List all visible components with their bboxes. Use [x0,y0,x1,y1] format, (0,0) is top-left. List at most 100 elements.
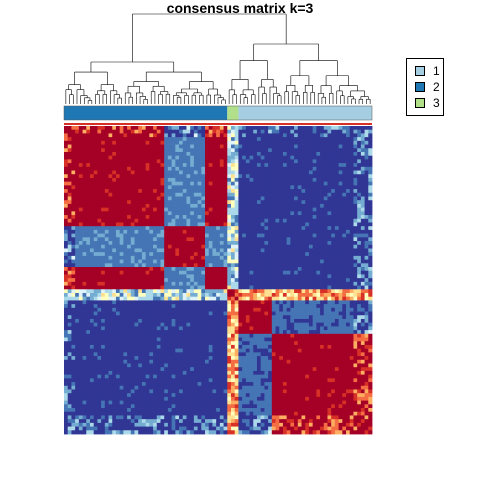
heatmap-cell [312,300,317,305]
heatmap-cell [234,322,239,327]
heatmap-cell [141,129,147,134]
heatmap-cell [256,311,262,316]
heatmap-cell [305,126,310,131]
heatmap-cell [160,196,165,201]
heatmap-cell [193,326,198,331]
heatmap-cell [290,278,295,283]
heatmap-cell [286,241,291,246]
heatmap-cell [64,196,69,201]
heatmap-cell [127,292,132,298]
heatmap-cell [97,304,102,309]
heatmap-cell [219,285,224,290]
heatmap-cell [64,281,69,286]
heatmap-cell [297,322,302,327]
heatmap-cell [297,326,302,331]
heatmap-cell [323,218,328,223]
heatmap-cell [334,163,339,168]
heatmap-cell [160,200,165,205]
heatmap-cell [301,185,306,190]
heatmap-cell [141,289,147,294]
heatmap-cell [353,307,358,312]
heatmap-cell [294,326,299,331]
heatmap-cell [182,274,187,279]
heatmap-cell [71,289,76,294]
heatmap-cell [275,296,280,301]
heatmap-cell [334,311,339,316]
heatmap-cell [286,330,291,335]
heatmap-cell [223,267,228,272]
heatmap-cell [364,155,369,160]
heatmap-cell [67,307,72,312]
heatmap-cell [119,274,124,279]
heatmap-cell [349,318,354,324]
heatmap-cell [82,226,87,231]
heatmap-cell [141,248,147,253]
heatmap-cell [216,148,221,153]
heatmap-cell [334,289,339,294]
heatmap-cell [342,289,347,294]
heatmap-cell [160,166,165,171]
heatmap-cell [201,248,206,253]
heatmap-cell [212,233,217,238]
heatmap-cell [93,215,98,220]
heatmap-cell [334,211,339,216]
heatmap-cell [331,274,336,279]
heatmap-cell [112,267,117,272]
heatmap-cell [115,181,121,186]
heatmap-cell [256,296,262,301]
heatmap-cell [167,148,173,153]
heatmap-cell [197,155,202,160]
heatmap-cell [357,292,362,298]
heatmap-cell [245,181,250,186]
heatmap-cell [253,315,258,320]
heatmap-cell [297,241,302,246]
heatmap-cell [123,292,128,298]
heatmap-cell [253,229,258,235]
heatmap-cell [301,304,306,309]
heatmap-cell [256,241,262,246]
heatmap-cell [360,133,365,138]
heatmap-cell [230,252,236,257]
heatmap-cell [308,163,314,168]
heatmap-cell [193,285,198,290]
heatmap-cell [115,192,121,197]
heatmap-cell [234,296,239,301]
heatmap-cell [346,166,351,171]
heatmap-cell [75,267,80,272]
heatmap-cell [97,222,102,227]
heatmap-cell [197,192,202,197]
heatmap-cell [308,207,314,212]
heatmap-cell [230,237,236,242]
heatmap-cell [334,241,339,246]
heatmap-cell [216,203,221,209]
heatmap-cell [364,289,369,294]
heatmap-cell [294,207,299,212]
heatmap-cell [89,244,95,249]
heatmap-cell [290,207,295,212]
heatmap-cell [101,144,106,149]
heatmap-cell [208,296,213,301]
heatmap-cell [138,304,143,309]
heatmap-cell [145,326,150,331]
heatmap-cell [260,255,265,260]
heatmap-cell [186,318,191,324]
heatmap-cell [101,129,106,134]
heatmap-cell [197,285,202,290]
heatmap-cell [227,215,232,220]
heatmap-cell [334,159,339,164]
heatmap-cell [364,330,369,335]
heatmap-cell [108,222,113,227]
heatmap-cell [279,181,284,186]
heatmap-cell [364,159,369,164]
heatmap-cell [260,181,265,186]
heatmap-cell [171,211,176,216]
heatmap-cell [186,274,191,279]
heatmap-cell [234,170,239,175]
heatmap-cell [282,300,288,305]
heatmap-cell [312,151,317,157]
heatmap-cell [264,322,269,327]
heatmap-cell [149,163,154,168]
heatmap-cell [156,218,161,223]
heatmap-cell [138,263,143,268]
heatmap-cell [334,144,339,149]
